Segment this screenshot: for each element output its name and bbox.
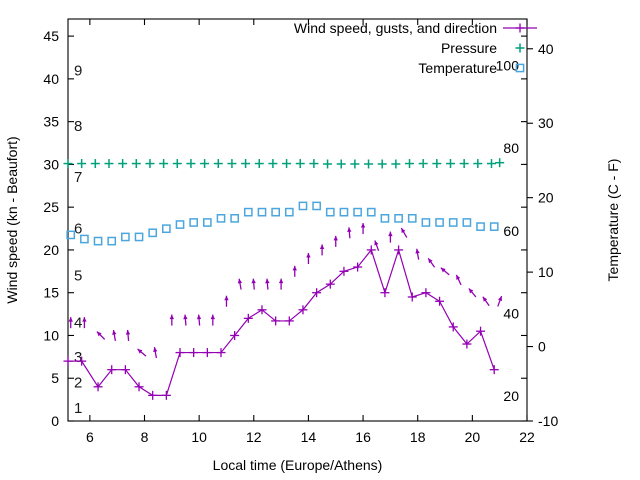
temperature-marker xyxy=(299,202,306,209)
temperature-marker xyxy=(217,215,224,222)
wind-direction-arrow xyxy=(361,223,365,228)
temperature-marker xyxy=(491,223,498,230)
temperature-marker xyxy=(176,221,183,228)
y-tick-label: 25 xyxy=(43,199,59,215)
temperature-marker xyxy=(395,215,402,222)
wind-direction-arrow xyxy=(498,296,502,301)
y-tick-label: 0 xyxy=(51,413,59,429)
wind-direction-arrow xyxy=(183,315,187,320)
wind-direction-arrow xyxy=(279,279,283,284)
wind-direction-arrow xyxy=(347,227,351,232)
celsius-tick-label: 20 xyxy=(538,190,554,206)
x-tick-label: 18 xyxy=(410,429,426,445)
celsius-tick-label: 10 xyxy=(538,264,554,280)
wind-direction-arrow xyxy=(69,317,73,322)
beaufort-label: 7 xyxy=(74,169,82,186)
y-tick-label: 35 xyxy=(43,114,59,130)
wind-direction-arrow xyxy=(224,296,228,301)
celsius-tick-label: 0 xyxy=(538,339,546,355)
x-tick-label: 6 xyxy=(86,429,94,445)
temperature-marker xyxy=(436,219,443,226)
temperature-marker xyxy=(190,219,197,226)
temperature-marker xyxy=(381,215,388,222)
temperature-marker xyxy=(368,209,375,216)
legend-label-1: Pressure xyxy=(441,40,497,56)
fahrenheit-tick-label: 60 xyxy=(503,223,519,239)
celsius-tick-label: 30 xyxy=(538,115,554,131)
temperature-marker xyxy=(272,209,279,216)
x-tick-label: 12 xyxy=(246,429,262,445)
x-tick-label: 16 xyxy=(355,429,371,445)
temperature-marker xyxy=(422,219,429,226)
x-tick-label: 8 xyxy=(141,429,149,445)
temperature-marker xyxy=(231,215,238,222)
beaufort-label: 5 xyxy=(74,268,82,285)
wind-direction-arrow xyxy=(126,330,130,335)
plot-frame xyxy=(68,19,527,421)
wind-direction-arrow xyxy=(374,240,378,245)
y-tick-label: 45 xyxy=(43,28,59,44)
temperature-marker xyxy=(245,209,252,216)
temperature-marker xyxy=(163,225,170,232)
beaufort-label: 2 xyxy=(74,375,82,392)
y-tick-label: 20 xyxy=(43,242,59,258)
temperature-marker xyxy=(258,209,265,216)
wind-direction-arrow xyxy=(320,244,324,249)
y-tick-label: 10 xyxy=(43,327,59,343)
celsius-tick-label: -10 xyxy=(538,413,558,429)
legend-label-2: Temperature xyxy=(418,60,497,76)
beaufort-label: 9 xyxy=(74,62,82,79)
temperature-marker xyxy=(409,215,416,222)
temperature-marker xyxy=(122,233,129,240)
wind-direction-arrow xyxy=(293,266,297,271)
chart-canvas: 051015202530354045Wind speed (kn - Beauf… xyxy=(0,0,640,480)
wind-direction-arrow xyxy=(265,279,269,284)
y-tick-label: 30 xyxy=(43,156,59,172)
wind-direction-arrow xyxy=(211,315,215,320)
x-tick-label: 20 xyxy=(465,429,481,445)
temperature-marker xyxy=(286,209,293,216)
wind-speed-line xyxy=(68,250,494,395)
wind-direction-arrow xyxy=(388,232,392,237)
temperature-marker xyxy=(204,219,211,226)
beaufort-label: 1 xyxy=(74,400,82,417)
wind-direction-arrow xyxy=(252,279,256,284)
wind-direction-arrow xyxy=(82,317,86,322)
temperature-marker xyxy=(135,233,142,240)
wind-direction-arrow xyxy=(306,253,310,258)
beaufort-label: 8 xyxy=(74,118,82,135)
temperature-marker xyxy=(340,209,347,216)
y2-axis-title: Temperature (C - F) xyxy=(605,159,621,282)
temperature-marker xyxy=(313,202,320,209)
x-tick-label: 10 xyxy=(191,429,207,445)
y-axis-title: Wind speed (kn - Beaufort) xyxy=(4,136,20,303)
x-tick-label: 22 xyxy=(519,429,535,445)
y-tick-label: 15 xyxy=(43,285,59,301)
temperature-marker xyxy=(94,237,101,244)
wind-direction-arrow xyxy=(334,236,338,241)
weather-chart: 051015202530354045Wind speed (kn - Beauf… xyxy=(0,0,640,480)
celsius-tick-label: 40 xyxy=(538,41,554,57)
beaufort-label: 4 xyxy=(74,315,82,332)
wind-direction-arrow xyxy=(170,315,174,320)
y-tick-label: 40 xyxy=(43,71,59,87)
temperature-marker xyxy=(463,219,470,226)
temperature-marker xyxy=(149,229,156,236)
fahrenheit-tick-label: 20 xyxy=(503,388,519,404)
x-axis-title: Local time (Europe/Athens) xyxy=(213,457,383,473)
temperature-marker xyxy=(477,223,484,230)
fahrenheit-tick-label: 40 xyxy=(503,305,519,321)
temperature-marker xyxy=(450,219,457,226)
y-tick-label: 5 xyxy=(51,370,59,386)
legend-label-0: Wind speed, gusts, and direction xyxy=(294,20,497,36)
fahrenheit-tick-label: 80 xyxy=(503,140,519,156)
wind-direction-arrow xyxy=(197,315,201,320)
temperature-marker xyxy=(108,237,115,244)
x-tick-label: 14 xyxy=(301,429,317,445)
temperature-marker xyxy=(354,209,361,216)
temperature-marker xyxy=(327,209,334,216)
